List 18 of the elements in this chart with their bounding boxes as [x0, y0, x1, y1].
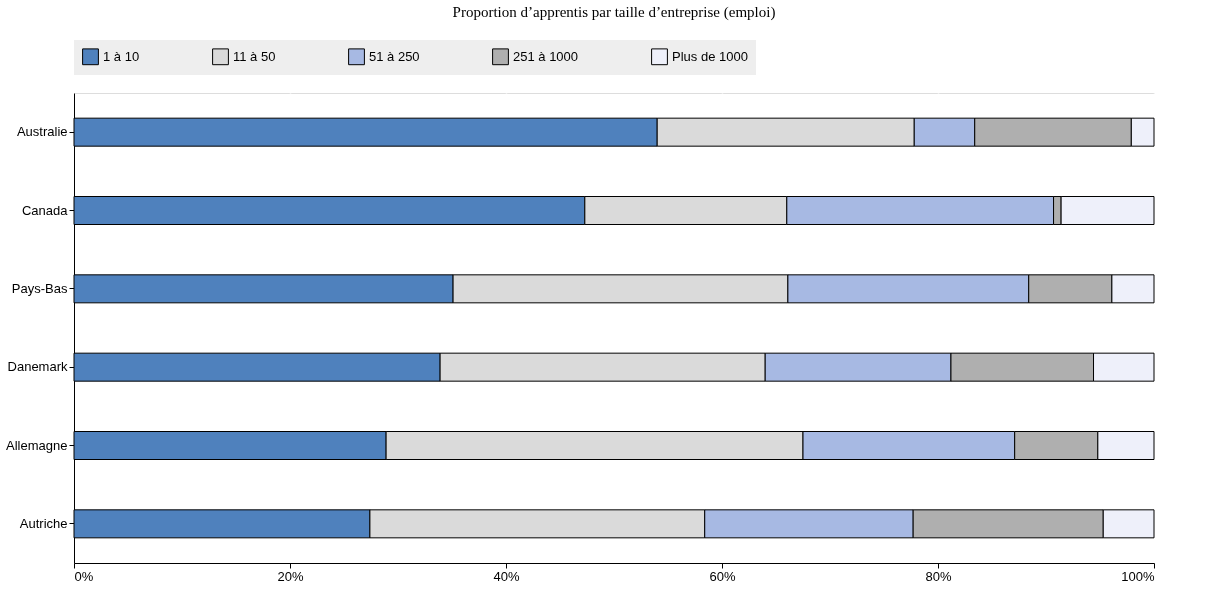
legend-label: 1 à 10: [103, 48, 140, 64]
y-tick-label: Allemagne: [6, 437, 68, 453]
legend-label: 251 à 1000: [513, 48, 579, 64]
y-tick-label: Danemark: [7, 359, 68, 375]
x-tick-label: 20%: [277, 568, 304, 584]
x-tick-label: 100%: [1121, 568, 1155, 584]
legend-label: 11 à 50: [233, 48, 276, 64]
x-tick-label: 0%: [74, 568, 94, 584]
y-tick-label: Canada: [21, 202, 69, 218]
y-tick-label: Pays-Bas: [11, 280, 68, 296]
legend-label: Plus de 1000: [672, 48, 748, 64]
legend-label: 51 à 250: [369, 48, 420, 64]
y-tick-label: Australie: [16, 124, 68, 140]
x-tick-label: 80%: [925, 568, 952, 584]
y-tick-label: Autriche: [19, 515, 68, 531]
x-tick-label: 40%: [493, 568, 520, 584]
chart-title: Proportion d’apprentis par taille d’entreprise (emploi): [452, 4, 776, 21]
x-tick-label: 60%: [709, 568, 736, 584]
